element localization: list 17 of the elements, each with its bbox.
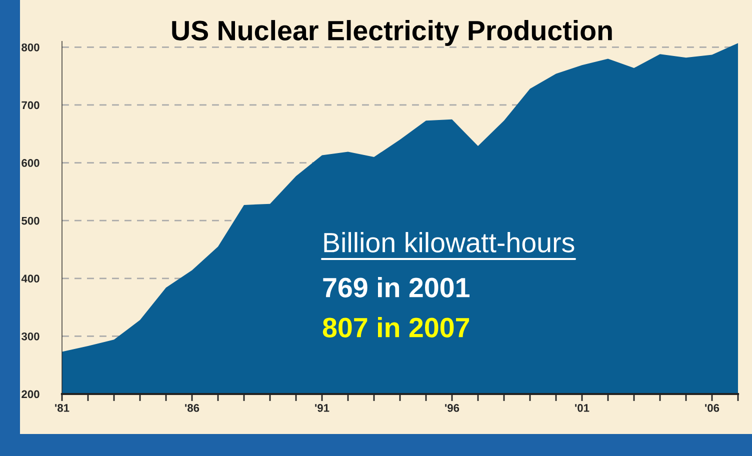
annotation: Billion kilowatt-hours bbox=[324, 232, 574, 252]
chart-title: US Nuclear Electricity Production bbox=[172, 20, 612, 46]
x-tick-label: '91 bbox=[315, 404, 330, 412]
y-tick-label: 600 bbox=[22, 159, 40, 167]
y-tick-label: 500 bbox=[22, 216, 40, 225]
x-tick-label: '96 bbox=[445, 404, 460, 412]
annotation: 769 in 2001 bbox=[323, 277, 470, 298]
y-tick-label: 800 bbox=[22, 43, 40, 52]
y-tick-label: 200 bbox=[22, 390, 40, 398]
y-tick-label: 700 bbox=[22, 101, 40, 110]
x-tick-label: '06 bbox=[705, 404, 720, 412]
annotation: 807 in 2007 bbox=[322, 317, 470, 338]
y-tick-label: 300 bbox=[21, 332, 40, 340]
x-tick-label: '81 bbox=[55, 404, 70, 412]
y-tick-label: 400 bbox=[21, 274, 40, 283]
x-tick-label: '86 bbox=[185, 404, 200, 412]
x-tick-label: '01 bbox=[575, 404, 590, 412]
